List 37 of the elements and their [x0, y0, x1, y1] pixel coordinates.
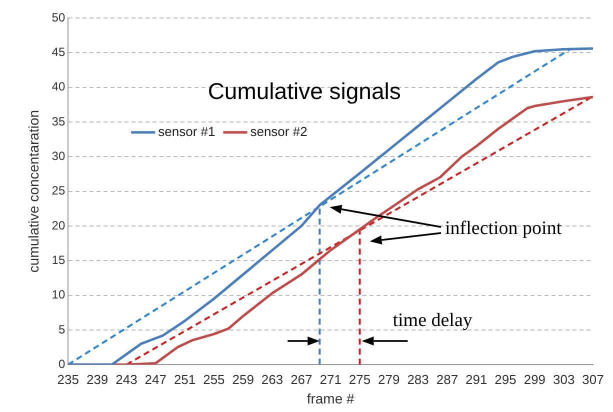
y-tick-label: 25: [52, 184, 66, 198]
y-tick-label: 0: [58, 356, 66, 371]
text: Cumulative signals: [208, 78, 401, 104]
annotation: time delay: [392, 310, 473, 332]
x-tick-label: 263: [261, 372, 284, 387]
x-tick-label: 247: [144, 372, 166, 387]
x-tick-label: 303: [552, 372, 575, 387]
x-tick-label: 283: [407, 372, 429, 387]
y-tick-label: 30: [52, 148, 66, 163]
y-tick-label: 10: [52, 288, 66, 302]
x-tick-label: 299: [524, 372, 546, 387]
y-tick-label: 50: [52, 10, 66, 24]
x-axis-title: frame #: [306, 390, 355, 406]
x-tick-label: 295: [494, 372, 516, 387]
x-tick-label: 267: [290, 372, 312, 387]
y-tick-label: 35: [52, 114, 66, 128]
legend-label: sensor #2: [250, 124, 308, 139]
x-tick-label: 251: [174, 372, 196, 387]
x-tick-label: 235: [57, 372, 79, 387]
x-tick-label: 307: [582, 372, 604, 387]
x-tick-label: 279: [378, 372, 400, 387]
x-tick-label: 275: [348, 372, 371, 387]
x-tick-label: 259: [232, 372, 254, 387]
y-axis-title: cumulative concentaration: [25, 110, 42, 273]
y-tick-label: 15: [52, 252, 66, 267]
y-tick-label: 5: [58, 322, 66, 336]
x-tick-label: 271: [320, 372, 342, 387]
x-tick-label: 291: [466, 372, 488, 387]
x-tick-label: 239: [86, 372, 108, 387]
y-tick-label: 20: [52, 218, 66, 232]
annotation: inflection point: [445, 218, 562, 239]
y-tick-label: 45: [52, 44, 66, 59]
x-tick-label: 255: [203, 372, 225, 387]
y-tick-label: 40: [52, 80, 66, 94]
x-tick-label: 243: [116, 372, 138, 387]
x-tick-label: 287: [436, 372, 458, 387]
legend-label: sensor #1: [158, 124, 216, 139]
